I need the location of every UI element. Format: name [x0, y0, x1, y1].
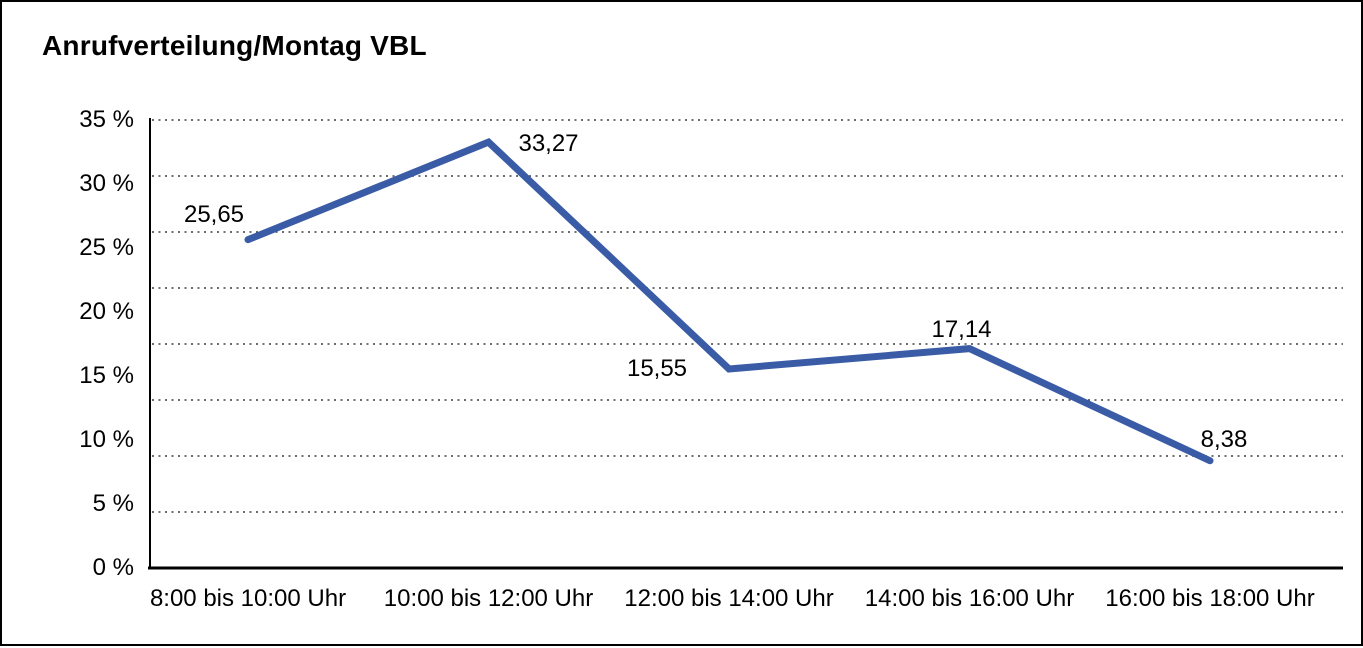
- y-tick-label: 35 %: [79, 106, 134, 133]
- y-tick-label: 20 %: [79, 298, 134, 325]
- data-value-label: 8,38: [1200, 425, 1248, 453]
- x-tick-label: 16:00 bis 18:00 Uhr: [1105, 585, 1315, 612]
- data-line: [244, 138, 1214, 465]
- data-value-label: 25,65: [183, 200, 245, 228]
- y-tick-label: 15 %: [79, 362, 134, 389]
- x-tick-label: 8:00 bis 10:00 Uhr: [149, 585, 347, 612]
- y-tick-label: 30 %: [79, 170, 134, 197]
- y-tick-label: 10 %: [79, 426, 134, 453]
- chart-title: Anrufverteilung/Montag VBL: [42, 30, 427, 61]
- x-tick-label: 12:00 bis 14:00 Uhr: [624, 585, 834, 612]
- y-tick-label: 25 %: [79, 234, 134, 261]
- data-value-label: 33,27: [518, 130, 579, 158]
- y-tick-label: 0 %: [92, 554, 134, 581]
- y-tick-label: 5 %: [92, 490, 134, 517]
- x-tick-label: 10:00 bis 12:00 Uhr: [383, 585, 594, 612]
- data-value-label: 17,14: [931, 315, 992, 343]
- x-tick-label: 14:00 bis 16:00 Uhr: [864, 585, 1075, 612]
- data-value-label: 15,55: [626, 354, 688, 382]
